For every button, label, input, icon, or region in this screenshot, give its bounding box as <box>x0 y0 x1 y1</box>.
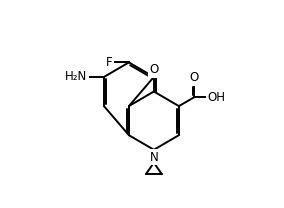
Text: O: O <box>149 63 158 76</box>
Text: F: F <box>106 56 112 69</box>
Text: H₂N: H₂N <box>65 71 87 83</box>
Text: O: O <box>190 72 199 84</box>
Text: OH: OH <box>208 91 225 104</box>
Text: N: N <box>149 151 158 164</box>
